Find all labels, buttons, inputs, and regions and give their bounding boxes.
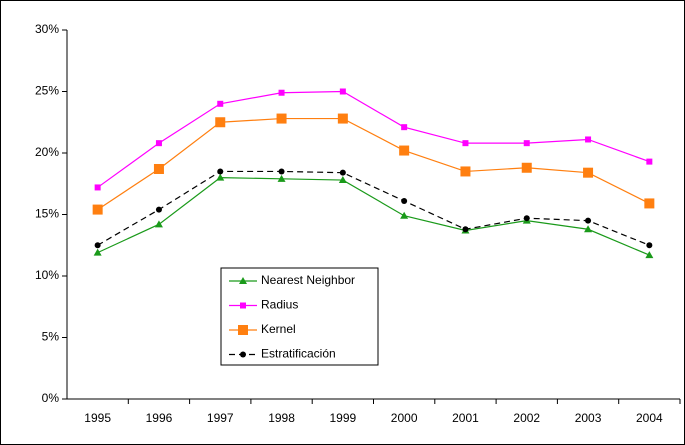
marker xyxy=(583,167,594,178)
marker xyxy=(338,176,347,184)
marker xyxy=(94,242,101,249)
y-tick-label: 5% xyxy=(42,330,60,344)
y-tick-label: 20% xyxy=(35,145,59,159)
y-tick-label: 25% xyxy=(35,84,59,98)
marker xyxy=(337,113,348,124)
marker xyxy=(462,226,469,233)
x-tick-label: 1999 xyxy=(329,411,356,425)
marker xyxy=(277,174,286,182)
marker xyxy=(217,168,224,175)
x-tick-label: 2002 xyxy=(513,411,540,425)
x-tick-label: 2000 xyxy=(391,411,418,425)
marker xyxy=(153,163,164,174)
marker xyxy=(240,302,246,309)
marker xyxy=(278,168,285,175)
marker xyxy=(401,124,408,131)
series-line xyxy=(97,90,650,188)
y-tick-label: 10% xyxy=(35,268,59,282)
marker xyxy=(585,136,592,143)
marker xyxy=(523,215,530,222)
marker xyxy=(155,206,162,213)
marker xyxy=(646,158,653,165)
marker xyxy=(276,113,287,124)
y-tick-label: 0% xyxy=(42,391,60,405)
x-tick-label: 1997 xyxy=(207,411,234,425)
marker xyxy=(240,351,246,358)
marker xyxy=(339,88,346,95)
legend-label: Radius xyxy=(261,298,298,312)
x-tick-label: 2004 xyxy=(636,411,663,425)
marker xyxy=(400,211,409,219)
x-tick-label: 1995 xyxy=(84,411,111,425)
marker xyxy=(521,162,532,173)
series-line xyxy=(97,117,650,211)
legend-label: Kernel xyxy=(261,322,296,336)
x-tick-label: 2003 xyxy=(575,411,602,425)
marker xyxy=(94,184,101,191)
marker xyxy=(215,117,226,128)
marker xyxy=(462,140,469,147)
marker xyxy=(216,173,225,181)
marker xyxy=(399,145,410,156)
marker xyxy=(239,277,247,284)
x-tick-label: 1996 xyxy=(146,411,173,425)
series-line xyxy=(97,176,650,256)
legend-label: Nearest Neighbor xyxy=(261,273,355,287)
series-line xyxy=(97,170,650,246)
marker xyxy=(646,242,653,249)
y-tick-label: 15% xyxy=(35,207,59,221)
marker xyxy=(154,220,163,228)
legend-label: Estratificación xyxy=(261,347,336,361)
y-tick-label: 30% xyxy=(35,22,59,36)
marker xyxy=(644,198,655,209)
x-tick-label: 1998 xyxy=(268,411,295,425)
x-tick-label: 2001 xyxy=(452,411,479,425)
marker xyxy=(645,251,654,259)
marker xyxy=(155,140,162,147)
marker xyxy=(278,89,285,96)
marker xyxy=(339,169,346,176)
marker xyxy=(217,100,224,107)
marker xyxy=(584,225,593,233)
marker xyxy=(93,248,102,256)
marker xyxy=(238,325,248,335)
legend-box xyxy=(220,267,379,366)
marker xyxy=(523,140,530,147)
marker xyxy=(460,166,471,177)
marker xyxy=(401,197,408,204)
marker xyxy=(585,217,592,224)
marker xyxy=(92,204,103,215)
